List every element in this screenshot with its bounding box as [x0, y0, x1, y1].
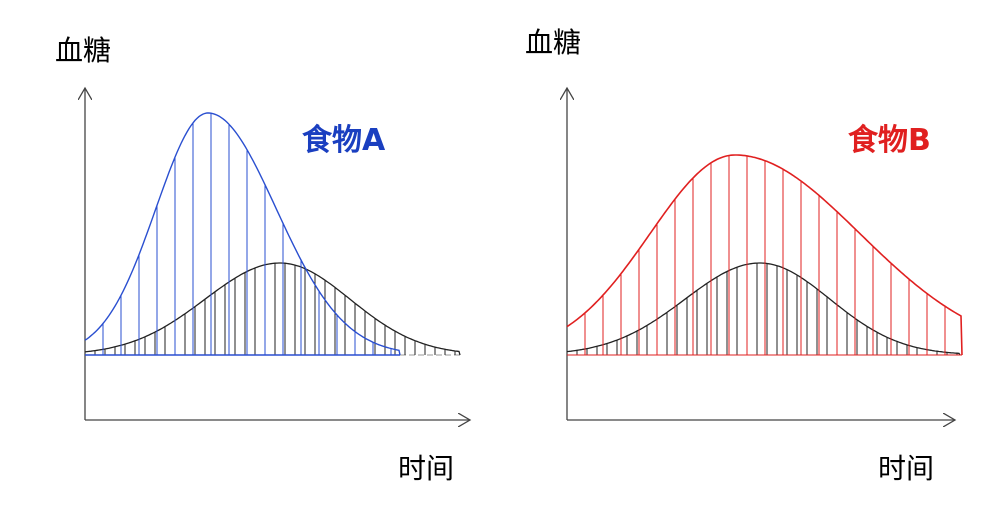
x-label: 时间: [878, 452, 934, 485]
y-label: 血糖: [525, 26, 581, 59]
food-label: 食物B: [848, 123, 931, 158]
y-label: 血糖: [55, 34, 111, 67]
food-label: 食物A: [302, 123, 386, 158]
food-curve: [566, 154, 963, 356]
panel-a: 血糖 时间 食物A: [55, 34, 470, 485]
panel-b: 血糖 时间 食物B: [525, 26, 963, 485]
food-curve: [84, 112, 401, 356]
reference-curve: [84, 262, 461, 356]
x-label: 时间: [398, 452, 454, 485]
reference-curve: [566, 262, 961, 356]
